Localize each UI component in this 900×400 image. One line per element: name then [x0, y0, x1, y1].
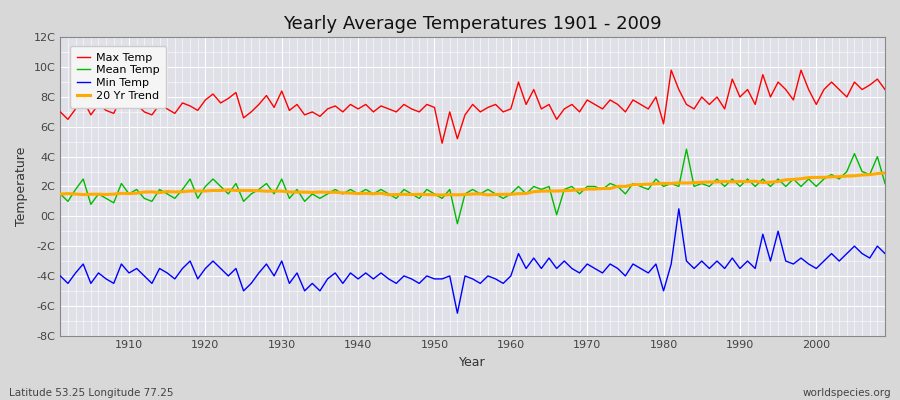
Max Temp — [329, 104, 340, 108]
Min Temp — [879, 251, 890, 256]
Mean Temp — [681, 147, 692, 152]
20 Yr Trend — [879, 171, 890, 176]
Min Temp — [116, 262, 127, 266]
Min Temp — [284, 281, 295, 286]
Min Temp — [55, 274, 66, 278]
20 Yr Trend — [116, 191, 127, 196]
20 Yr Trend — [605, 186, 616, 191]
Min Temp — [452, 311, 463, 316]
Y-axis label: Temperature: Temperature — [15, 147, 28, 226]
Mean Temp — [506, 192, 517, 196]
Line: Mean Temp: Mean Temp — [60, 149, 885, 224]
20 Yr Trend — [329, 190, 340, 195]
Min Temp — [605, 262, 616, 266]
20 Yr Trend — [513, 191, 524, 196]
Mean Temp — [605, 181, 616, 186]
Max Temp — [436, 141, 447, 146]
Max Temp — [284, 108, 295, 113]
20 Yr Trend — [506, 192, 517, 197]
Max Temp — [506, 106, 517, 111]
Mean Temp — [284, 196, 295, 201]
20 Yr Trend — [284, 190, 295, 194]
Mean Temp — [452, 221, 463, 226]
Line: 20 Yr Trend: 20 Yr Trend — [60, 173, 885, 195]
Max Temp — [666, 68, 677, 72]
Min Temp — [513, 251, 524, 256]
X-axis label: Year: Year — [459, 356, 486, 369]
Min Temp — [329, 270, 340, 275]
Mean Temp — [329, 187, 340, 192]
Max Temp — [116, 94, 127, 99]
Max Temp — [605, 98, 616, 102]
Title: Yearly Average Temperatures 1901 - 2009: Yearly Average Temperatures 1901 - 2009 — [284, 15, 662, 33]
Mean Temp — [116, 181, 127, 186]
20 Yr Trend — [55, 192, 66, 196]
Max Temp — [879, 87, 890, 92]
Max Temp — [55, 110, 66, 114]
Mean Temp — [513, 184, 524, 189]
Line: Max Temp: Max Temp — [60, 70, 885, 143]
Text: worldspecies.org: worldspecies.org — [803, 388, 891, 398]
20 Yr Trend — [436, 193, 447, 198]
Min Temp — [506, 274, 517, 278]
Max Temp — [513, 80, 524, 84]
Text: Latitude 53.25 Longitude 77.25: Latitude 53.25 Longitude 77.25 — [9, 388, 174, 398]
Legend: Max Temp, Mean Temp, Min Temp, 20 Yr Trend: Max Temp, Mean Temp, Min Temp, 20 Yr Tre… — [70, 46, 166, 108]
Mean Temp — [55, 192, 66, 196]
Line: Min Temp: Min Temp — [60, 209, 885, 313]
Mean Temp — [879, 181, 890, 186]
Min Temp — [673, 206, 684, 211]
